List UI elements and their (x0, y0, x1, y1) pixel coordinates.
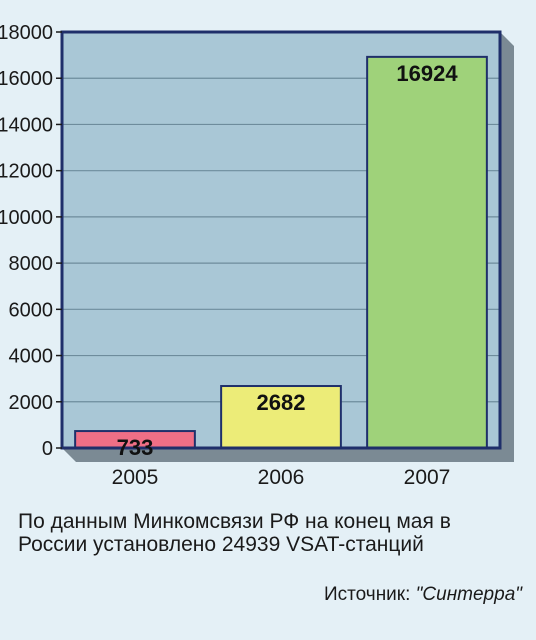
chart-note: По данным Минкомсвязи РФ на конец мая в … (18, 510, 451, 556)
y-tick-label: 18000 (0, 22, 53, 44)
value-label-2005: 733 (117, 435, 154, 460)
value-labels: 733 2682 16924 (117, 61, 459, 460)
x-tick-label-2005: 2005 (112, 466, 159, 489)
y-tick-label: 2000 (9, 392, 54, 414)
source-prefix: Источник: (324, 584, 416, 605)
y-tick-label: 4000 (9, 346, 54, 368)
y-tick-label: 12000 (0, 161, 53, 183)
x-axis: 2005 2006 2007 (112, 466, 451, 489)
source-name: "Синтерра" (415, 584, 522, 605)
y-tick-label: 16000 (0, 68, 53, 90)
x-tick-label-2007: 2007 (404, 466, 451, 489)
source-credit: Источник: "Синтерра" (324, 584, 522, 606)
plot-frame (60, 30, 502, 450)
y-tick-label: 14000 (0, 114, 53, 136)
y-tick-label: 0 (42, 438, 53, 460)
y-tick-label: 10000 (0, 207, 53, 229)
plot-border (60, 30, 502, 450)
value-label-2007: 16924 (396, 61, 458, 86)
bar-2007 (366, 55, 488, 449)
y-tick-label: 8000 (9, 253, 54, 275)
bars (74, 55, 488, 450)
y-tick-label: 6000 (9, 299, 54, 321)
x-tick-label-2006: 2006 (258, 466, 305, 489)
bar-chart: 0 2000 4000 6000 8000 10000 12000 14000 16000 180… (0, 22, 514, 489)
y-axis: 0 2000 4000 6000 8000 10000 12000 14000 16000 180… (0, 22, 62, 460)
value-label-2006: 2682 (257, 390, 306, 415)
